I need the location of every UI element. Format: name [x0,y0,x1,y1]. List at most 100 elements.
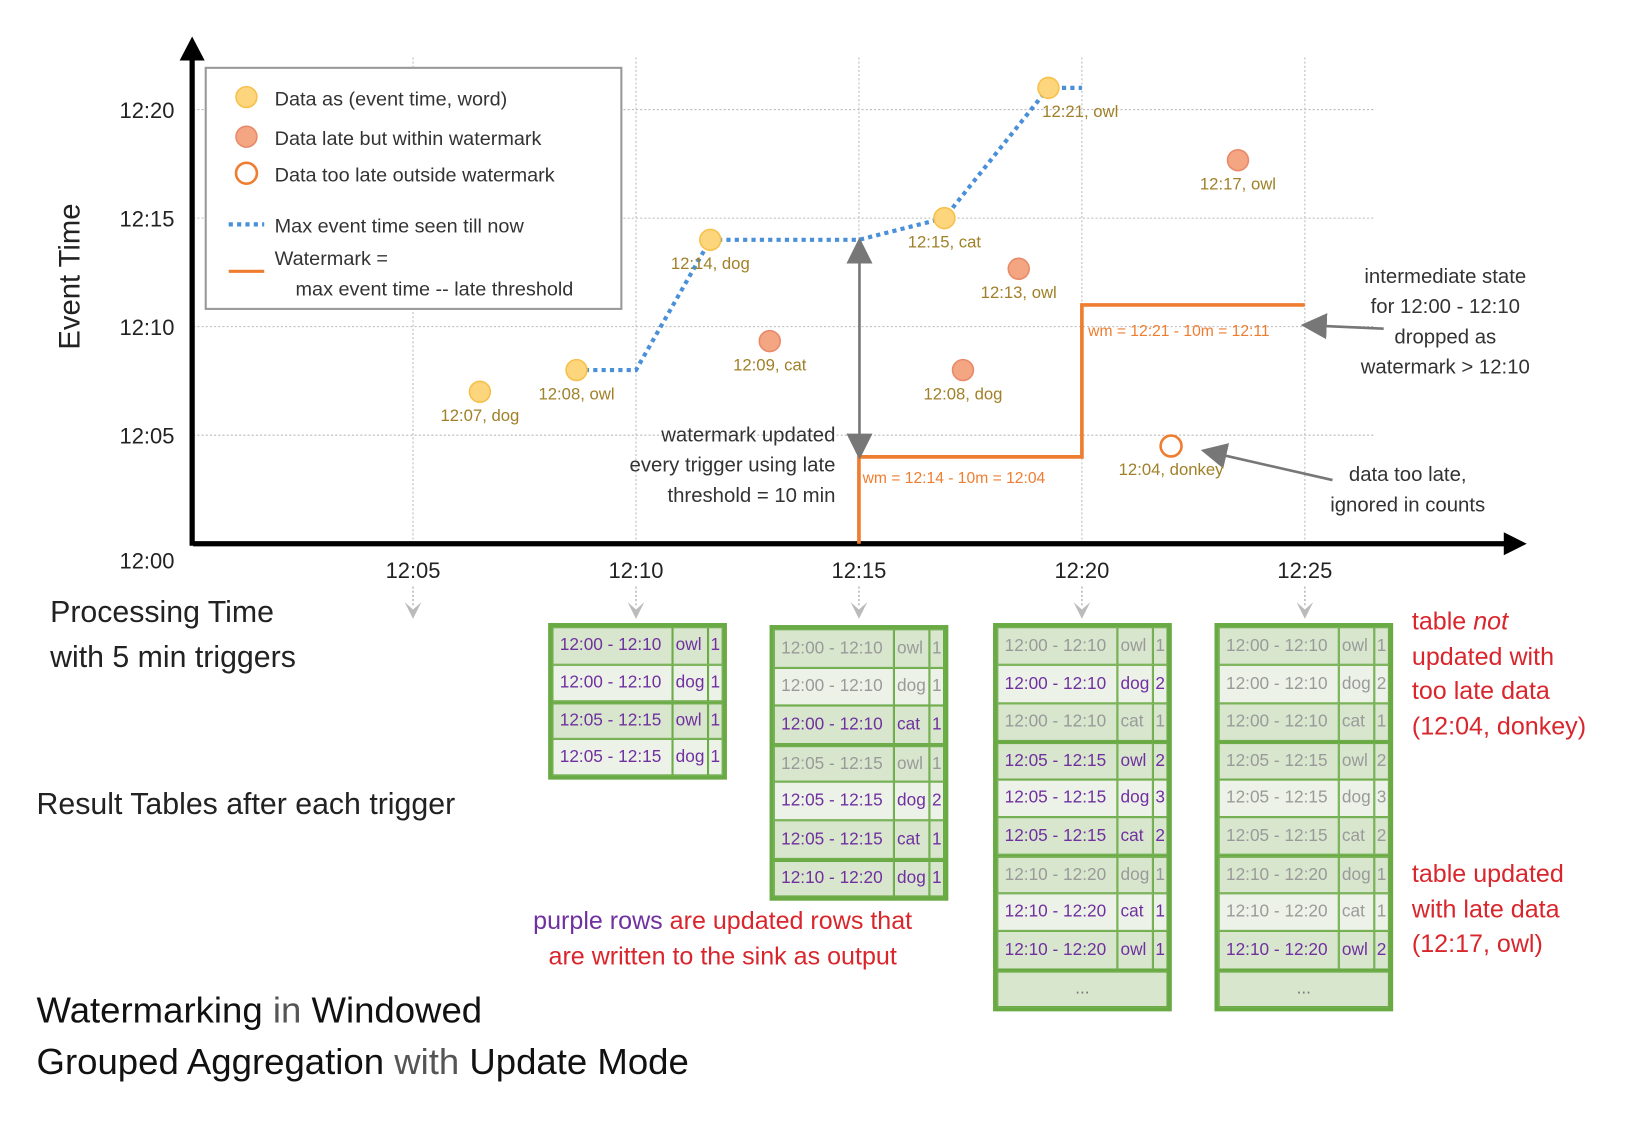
trigger-arrow-icon [1296,602,1314,619]
cell-word: owl [893,745,930,783]
cell-count: 3 [1152,779,1168,818]
cell-count: 2 [1152,817,1168,856]
cell-window: 12:10 - 12:20 [997,857,1118,894]
cell-window: 12:10 - 12:20 [1218,857,1339,894]
cell-word: dog [1117,779,1153,818]
x-tick-label: 12:05 [386,558,441,583]
legend-watermark-formula: max event time -- late threshold [296,278,574,300]
y-tick-label: 12:05 [120,424,175,449]
cell-word: owl [1117,743,1153,780]
updated-row: 12:10 - 12:20 cat 1 [997,893,1168,932]
cell-window: 12:00 - 12:10 [1218,665,1339,704]
result-table: 12:00 - 12:10 owl 1 12:00 - 12:10 dog 2 12:00 … [1214,623,1394,1012]
intermediate-line: intermediate state [1364,266,1526,288]
cell-count: 1 [1152,931,1168,969]
data-point-late [1007,257,1030,280]
unchanged-row: 12:10 - 12:20 dog 1 [997,855,1168,894]
data-point-label: 12:04, donkey [1119,460,1225,479]
cell-window: 12:00 - 12:10 [552,664,673,702]
x-axis-label: Processing Time with 5 min triggers [50,591,296,681]
cell-window: 12:00 - 12:10 [997,703,1118,742]
x-axis-arrow-icon [1503,532,1527,556]
cell-word: dog [1338,665,1375,704]
cell-window: 12:00 - 12:10 [773,705,894,744]
note-text: table updated [1411,859,1564,889]
cell-window: 12:10 - 12:20 [997,931,1118,969]
too-late-note-line: ignored in counts [1330,494,1485,516]
updated-row: 12:00 - 12:10 dog 1 [552,664,723,702]
unchanged-row: 12:00 - 12:10 cat 1 [1218,703,1389,742]
max-event-time-line [576,85,1082,373]
unchanged-row: 12:05 - 12:15 dog 3 [1218,779,1389,818]
updated-row: 12:10 - 12:20 dog 1 [773,858,945,897]
title-text: with [384,1041,470,1083]
unchanged-row: 12:10 - 12:20 cat 1 [1218,893,1389,932]
cell-window: 12:00 - 12:10 [552,627,673,665]
cell-count: 2 [1374,665,1389,704]
title-keyword: Watermarking [36,990,263,1032]
unchanged-row: 12:00 - 12:10 dog 1 [773,667,945,706]
cell-count: 1 [1152,703,1168,742]
unchanged-row: 12:05 - 12:15 cat 2 [1218,817,1389,856]
trigger-arrows [404,586,1314,619]
cell-word: dog [893,667,930,706]
cell-word: dog [893,860,930,897]
cell-window: 12:05 - 12:15 [997,779,1118,818]
cell-window: 12:05 - 12:15 [1218,817,1339,856]
result-table: 12:00 - 12:10 owl 1 12:00 - 12:10 dog 1 12:00 … [769,625,949,901]
data-point-label: 12:07, dog [440,406,519,425]
cell-window: 12:10 - 12:20 [1218,893,1339,932]
cell-window: 12:10 - 12:20 [773,860,894,897]
cell-count: 3 [1374,779,1389,818]
y-axis-arrow-icon [179,36,205,61]
title-text: in [262,990,312,1032]
cell-count: 1 [1374,893,1389,932]
cell-count: 1 [708,664,723,702]
cell-count: 1 [929,860,945,897]
wm2-label: wm = 12:21 - 10m = 12:11 [1087,323,1269,340]
note-text: are updated rows that [662,906,913,936]
cell-count: 1 [708,738,723,776]
unchanged-row: 12:05 - 12:15 owl 1 [773,743,945,783]
intermediate-line: watermark > 12:10 [1360,357,1530,379]
note-text: table [1411,607,1474,636]
intermediate-line: dropped as [1394,326,1496,348]
cell-window: 12:05 - 12:15 [552,738,673,776]
cell-count: 1 [929,705,945,744]
cell-word: owl [1117,931,1153,969]
cell-word: owl [672,703,709,739]
cell-window: 12:05 - 12:15 [1218,743,1339,780]
cell-word: cat [1338,817,1375,856]
result-table: 12:00 - 12:10 owl 1 12:00 - 12:10 dog 1 12:05 … [548,623,727,780]
data-point-label: 12:13, owl [981,283,1057,302]
cell-count: 1 [1152,893,1168,932]
updated-row: 12:05 - 12:15 dog 3 [997,779,1168,818]
unchanged-row: 12:00 - 12:10 owl 1 [997,627,1168,666]
trigger-arrow-icon [850,602,868,619]
y-tick-label: 12:00 [120,549,175,574]
cell-word: dog [1117,665,1153,704]
cell-window: 12:00 - 12:10 [773,629,894,668]
updated-row: 12:00 - 12:10 dog 2 [997,665,1168,704]
cell-window: 12:10 - 12:20 [1218,931,1339,969]
wm1-label: wm = 12:14 - 10m = 12:04 [862,470,1046,487]
cell-count: 2 [1374,817,1389,856]
note-emphasis: not [1473,607,1509,636]
cell-count: 1 [708,627,723,665]
cell-window: 12:05 - 12:15 [773,745,894,783]
cell-word: cat [1117,817,1153,856]
ellipsis: ... [1218,971,1389,1007]
wm-updated-line: every trigger using late [630,455,836,477]
too-late-note-line: data too late, [1349,464,1467,486]
trigger-arrow-icon [1073,602,1091,619]
cell-count: 1 [1374,627,1389,666]
cell-word: owl [1338,931,1375,969]
wm-updated-line: watermark updated [660,424,835,446]
tick-labels: 12:00 12:05 12:10 12:15 12:20 12:05 12:10 12:15… [120,98,1333,583]
cell-window: 12:05 - 12:15 [997,817,1118,856]
cell-window: 12:05 - 12:15 [1218,779,1339,818]
data-point-label: 12:21, owl [1042,102,1118,121]
cell-count: 2 [1152,743,1168,780]
cell-count: 1 [708,703,723,739]
